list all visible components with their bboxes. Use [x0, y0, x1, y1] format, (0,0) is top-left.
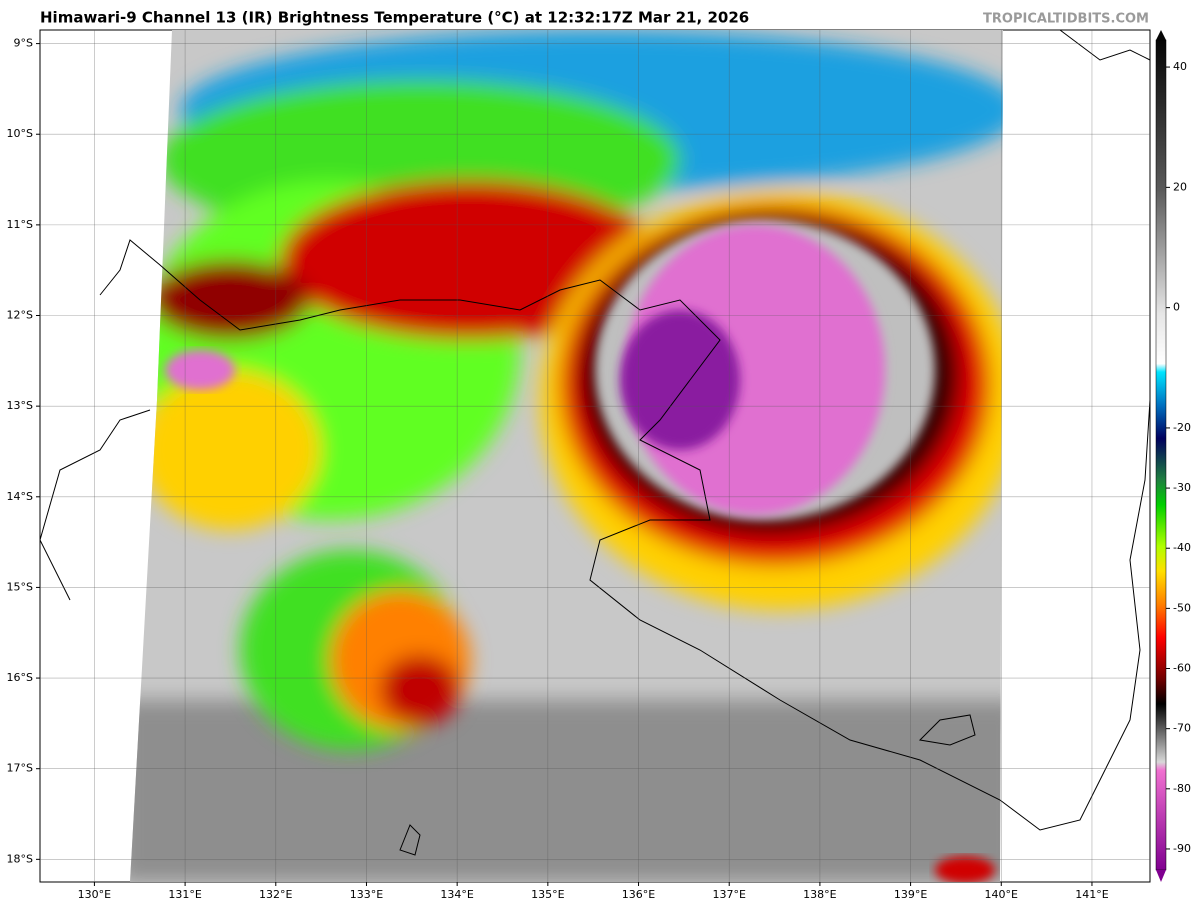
y-tick-label: 13°S [7, 399, 33, 412]
colorbar-extend-top [1156, 30, 1166, 40]
x-tick-label: 131°E [168, 888, 201, 901]
colorbar-tick-label: -50 [1173, 601, 1191, 614]
x-tick-label: 141°E [1075, 888, 1108, 901]
satellite-imagery [130, 30, 1003, 882]
x-tick-label: 135°E [531, 888, 564, 901]
colorbar-tick-label: 0 [1173, 301, 1180, 314]
y-tick-label: 17°S [7, 762, 33, 775]
y-tick-label: 18°S [7, 852, 33, 865]
x-tick-label: 130°E [78, 888, 111, 901]
colorbar-tick-label: -60 [1173, 662, 1191, 675]
x-tick-label: 137°E [712, 888, 745, 901]
grid [40, 30, 1150, 882]
colorbar-tick-label: -30 [1173, 481, 1191, 494]
colorbar-tick-label: 20 [1173, 180, 1187, 193]
x-tick-label: 140°E [985, 888, 1018, 901]
y-tick-label: 12°S [7, 309, 33, 322]
x-tick-label: 133°E [350, 888, 383, 901]
colorbar-tick-label: -20 [1173, 421, 1191, 434]
coastlines [39, 29, 1151, 856]
credit: TROPICALTIDBITS.COM [983, 12, 1149, 27]
y-tick-label: 10°S [7, 127, 33, 140]
y-tick-label: 14°S [7, 490, 33, 503]
y-tick-label: 11°S [7, 218, 33, 231]
colorbar-tick-label: -80 [1173, 782, 1191, 795]
y-tick-label: 16°S [7, 671, 33, 684]
y-tick-label: 9°S [14, 37, 33, 50]
colorbar-tick-label: -70 [1173, 722, 1191, 735]
x-tick-label: 136°E [622, 888, 655, 901]
colorbar [1155, 39, 1167, 871]
x-tick-label: 138°E [803, 888, 836, 901]
x-tick-label: 134°E [440, 888, 473, 901]
colorbar-extend-bottom [1156, 870, 1166, 882]
colorbar-tick-label: -90 [1173, 842, 1191, 855]
x-tick-label: 132°E [259, 888, 292, 901]
colorbar-tick-label: 40 [1173, 60, 1187, 73]
x-tick-label: 139°E [894, 888, 927, 901]
title: Himawari-9 Channel 13 (IR) Brightness Te… [40, 9, 749, 27]
y-tick-label: 15°S [7, 580, 33, 593]
colorbar-tick-label: -40 [1173, 541, 1191, 554]
